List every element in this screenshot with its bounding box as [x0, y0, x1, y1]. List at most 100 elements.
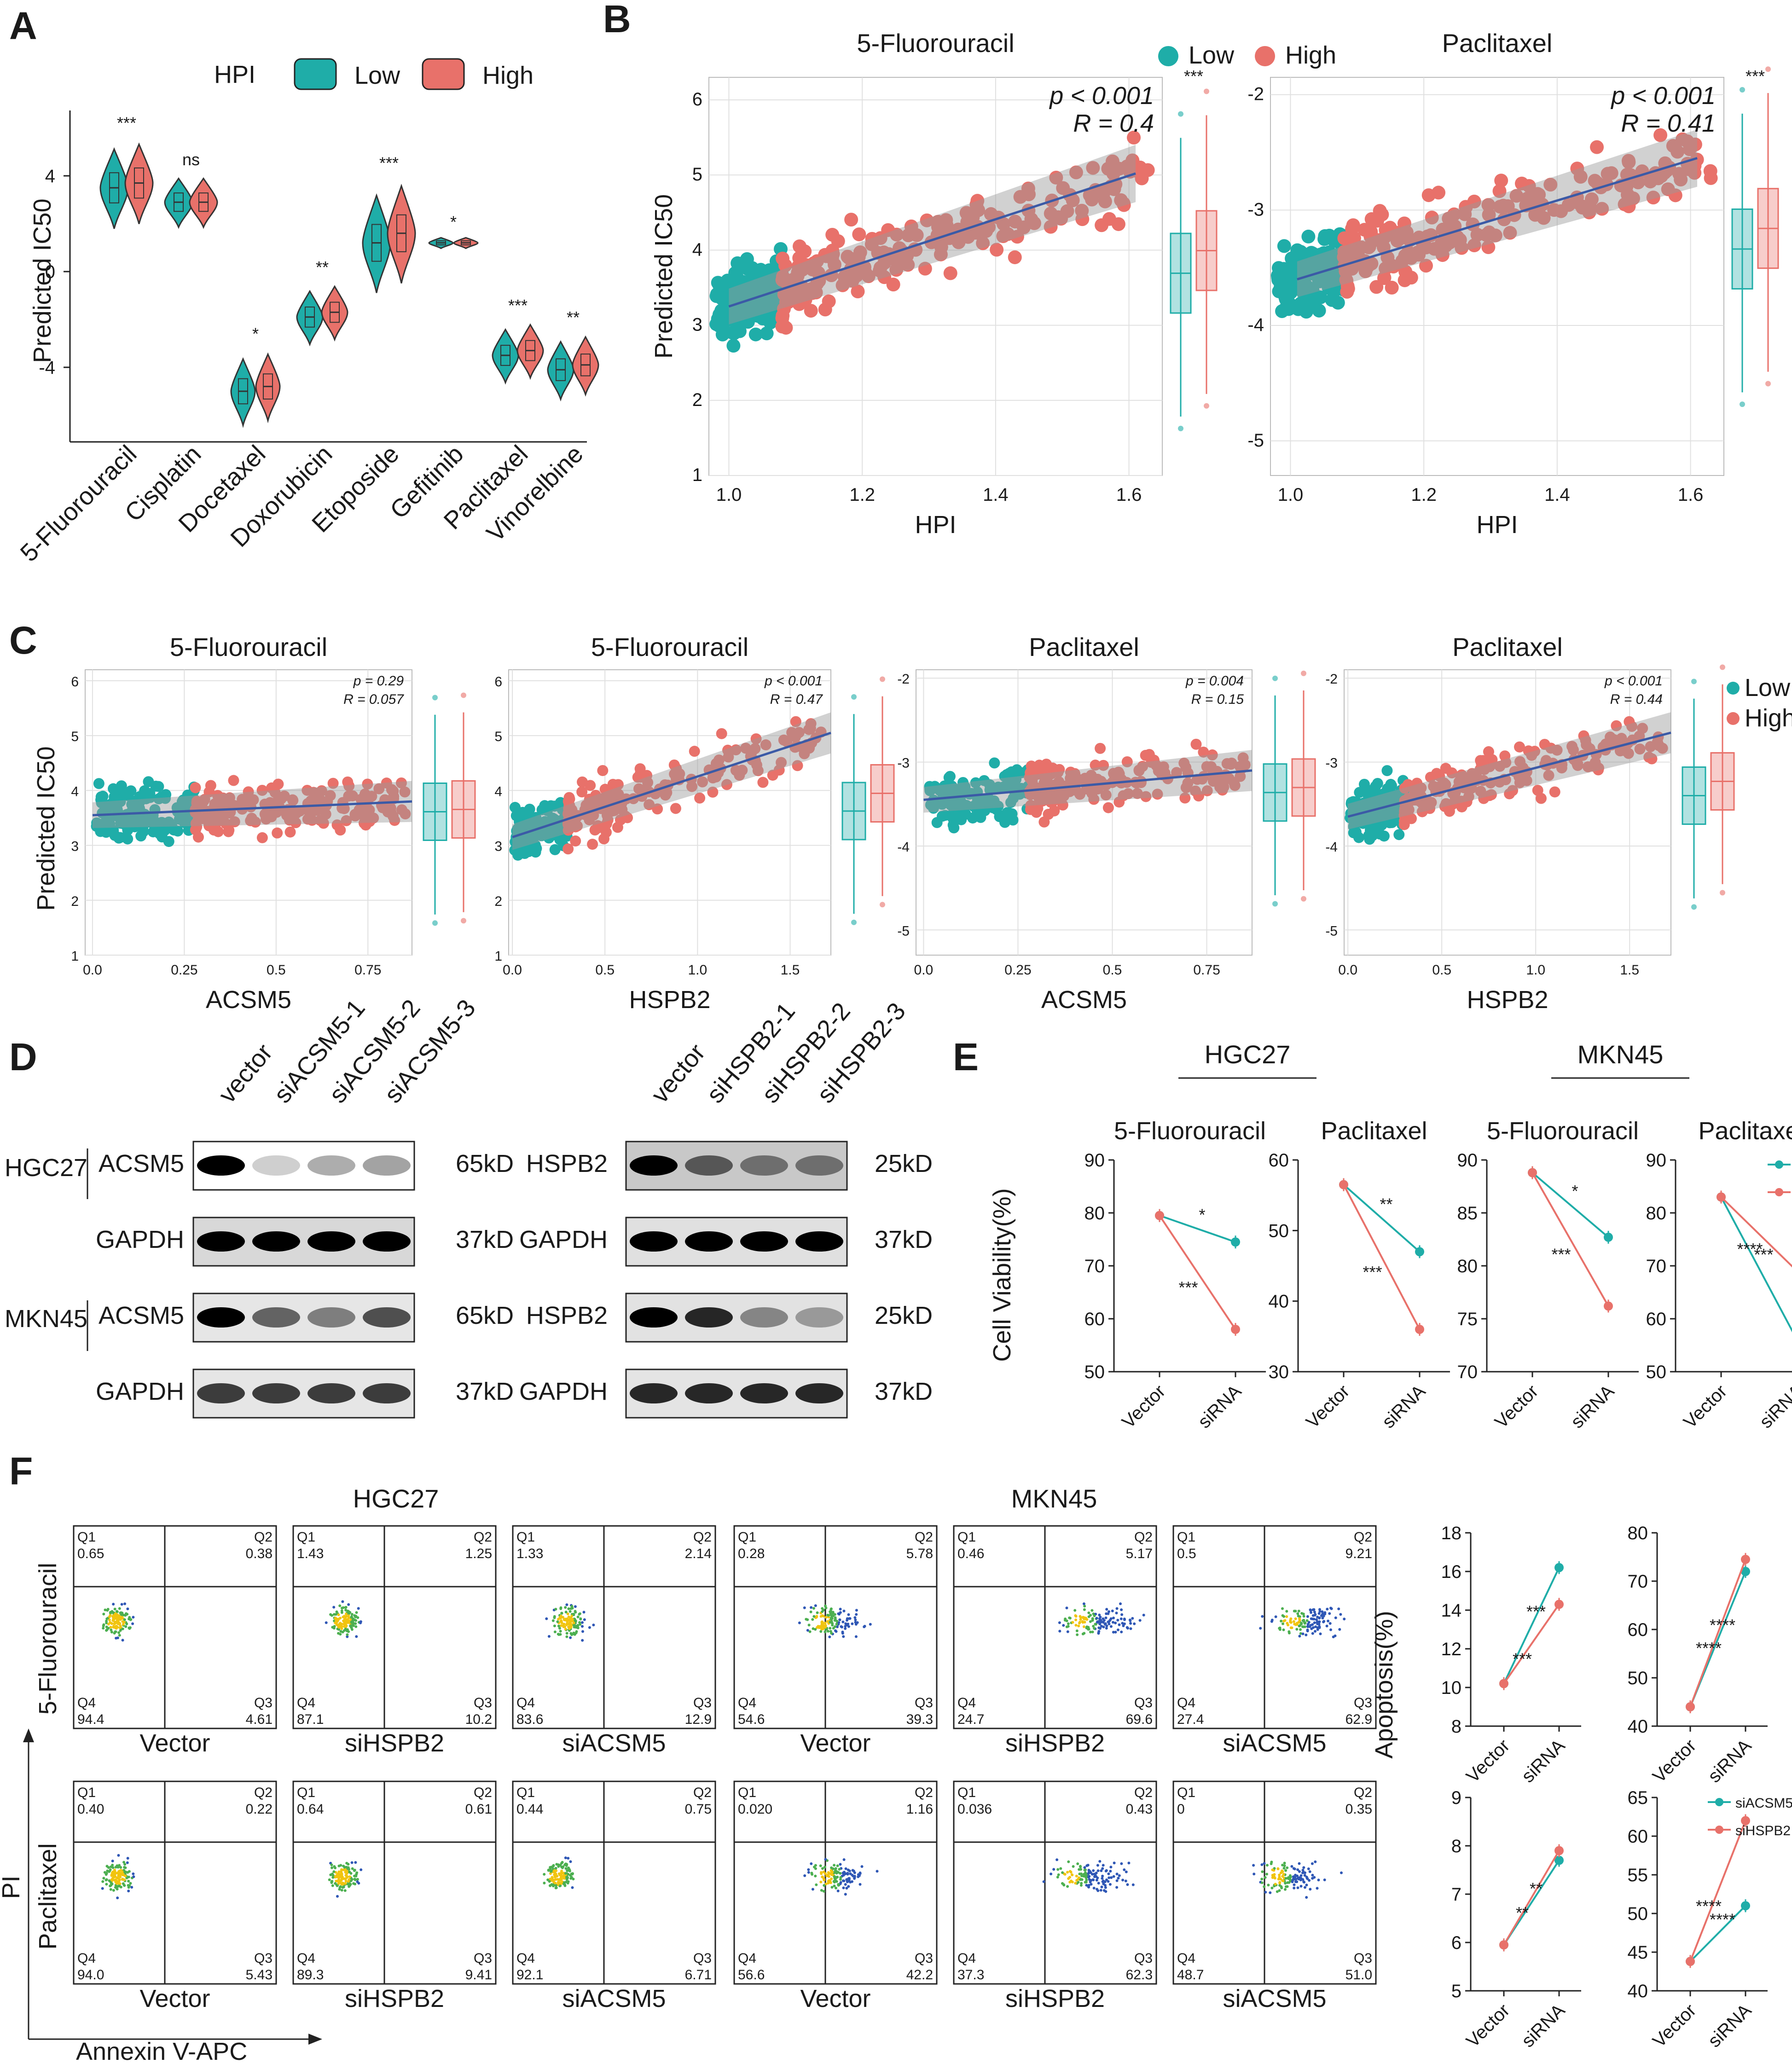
event-dot: [1301, 1632, 1305, 1635]
event-dot: [869, 1623, 872, 1626]
event-dot: [831, 1623, 834, 1627]
quadrant-q2-value: 0.35: [1345, 1802, 1372, 1817]
event-dot: [1079, 1865, 1082, 1868]
event-dot: [1127, 1861, 1131, 1865]
event-dot: [1264, 1876, 1267, 1879]
event-dot: [1090, 1883, 1093, 1886]
event-dot: [1109, 1625, 1113, 1628]
event-dot: [1284, 1885, 1287, 1888]
event-dot: [126, 1857, 129, 1860]
event-dot: [121, 1639, 124, 1642]
event-dot: [573, 1633, 576, 1636]
event-dot: [344, 1608, 348, 1612]
data-point: [1280, 265, 1294, 279]
event-dot: [1092, 1869, 1095, 1872]
blot-size-label: 65kD: [456, 1302, 514, 1329]
event-dot: [104, 1608, 107, 1612]
event-dot: [1097, 1882, 1100, 1885]
y-tick: 6: [1451, 1933, 1461, 1953]
event-dot: [563, 1863, 567, 1866]
event-dot: [1299, 1884, 1303, 1888]
event-dot: [331, 1873, 334, 1876]
event-dot: [1328, 1622, 1332, 1625]
event-dot: [553, 1630, 557, 1634]
event-dot: [355, 1611, 358, 1614]
event-dot: [853, 1877, 856, 1880]
box-outlier: [461, 918, 466, 924]
event-dot: [810, 1872, 813, 1875]
blot-band: [252, 1307, 300, 1328]
event-dot: [1095, 1872, 1098, 1874]
event-dot: [103, 1871, 106, 1874]
blot-row-label: GAPDH: [519, 1226, 608, 1253]
event-dot: [1115, 1873, 1119, 1876]
sig-label: *: [450, 212, 457, 231]
event-dot: [1286, 1881, 1289, 1884]
event-dot: [1301, 1868, 1305, 1872]
quadrant-q2-label: Q2: [474, 1785, 492, 1800]
plot-title: Paclitaxel: [1452, 632, 1563, 661]
legend-label-high: High: [1745, 704, 1792, 732]
sig-label: ****: [1710, 1616, 1735, 1635]
blot-row-label: ACSM5: [99, 1302, 184, 1329]
event-dot: [123, 1878, 126, 1881]
r-value-text: R = 0.44: [1610, 692, 1663, 707]
event-dot: [1119, 1617, 1123, 1620]
legend-label-low: Low: [354, 62, 400, 89]
quadrant-q2-value: 0.38: [246, 1546, 273, 1561]
event-dot: [118, 1607, 121, 1610]
event-dot: [128, 1618, 131, 1621]
event-dot: [1122, 1624, 1125, 1627]
event-dot: [110, 1878, 113, 1881]
legend-label-high: High: [482, 62, 534, 89]
event-dot: [342, 1885, 345, 1889]
event-dot: [821, 1614, 824, 1617]
y-tick: 6: [494, 674, 502, 690]
data-point: [1393, 829, 1405, 841]
y-tick: 45: [1628, 1942, 1648, 1963]
blot-band: [307, 1231, 355, 1252]
event-dot: [553, 1875, 557, 1878]
event-dot: [822, 1870, 825, 1873]
event-dot: [858, 1883, 862, 1886]
event-dot: [102, 1627, 105, 1630]
x-tick: 1.2: [849, 485, 875, 505]
legend-dot: [1775, 1188, 1783, 1196]
event-dot: [1115, 1886, 1119, 1889]
event-dot: [581, 1630, 584, 1633]
event-dot: [839, 1881, 842, 1884]
event-dot: [1109, 1866, 1113, 1869]
box-outlier: [432, 920, 438, 926]
data-point: [670, 803, 681, 814]
data-point: [1041, 759, 1052, 770]
event-dot: [1276, 1890, 1279, 1893]
data-point: [1331, 296, 1345, 310]
event-dot: [119, 1885, 122, 1889]
event-dot: [822, 1890, 825, 1893]
event-dot: [1105, 1627, 1108, 1630]
event-dot: [101, 1887, 104, 1890]
event-dot: [116, 1610, 119, 1613]
y-tick: -2: [897, 672, 910, 687]
event-dot: [112, 1603, 115, 1606]
event-dot: [1260, 1878, 1264, 1881]
event-dot: [1278, 1881, 1282, 1884]
event-dot: [123, 1863, 127, 1866]
event-dot: [563, 1877, 566, 1880]
event-dot: [1061, 1882, 1064, 1885]
quadrant-q4-label: Q4: [738, 1695, 756, 1710]
violin-Paclitaxel-High: [516, 323, 544, 380]
event-dot: [1284, 1869, 1287, 1872]
data-point: [714, 303, 729, 318]
data-point: [1284, 284, 1298, 299]
event-dot: [833, 1875, 836, 1878]
event-dot: [340, 1889, 343, 1892]
event-dot: [1059, 1867, 1062, 1870]
event-dot: [1283, 1861, 1286, 1865]
data-point: [1440, 763, 1451, 774]
event-dot: [844, 1627, 847, 1630]
quadrant-q3-label: Q3: [254, 1951, 273, 1966]
event-dot: [815, 1883, 818, 1886]
x-tick: 0.0: [503, 962, 522, 978]
